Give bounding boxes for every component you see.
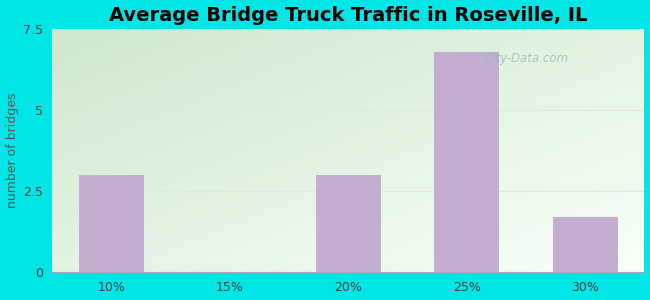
- Bar: [552, 217, 618, 272]
- Y-axis label: number of bridges: number of bridges: [6, 93, 19, 208]
- Bar: [316, 175, 381, 272]
- Bar: [79, 175, 144, 272]
- Title: Average Bridge Truck Traffic in Roseville, IL: Average Bridge Truck Traffic in Rosevill…: [109, 6, 588, 25]
- Text: City-Data.com: City-Data.com: [485, 52, 569, 64]
- Bar: [434, 52, 499, 272]
